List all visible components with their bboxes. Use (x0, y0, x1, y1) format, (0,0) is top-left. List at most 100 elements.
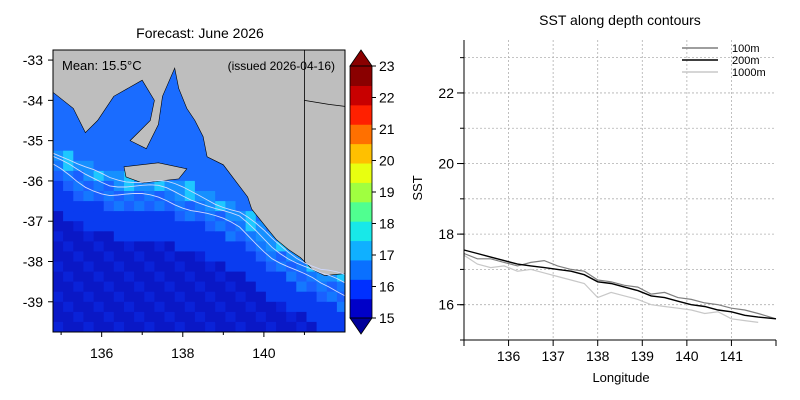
sst-cell (174, 321, 186, 332)
sst-cell (194, 150, 206, 162)
sst-cell (103, 231, 115, 242)
sst-cell (134, 201, 145, 212)
sst-cell (53, 251, 64, 263)
sst-cell (53, 150, 64, 162)
y-tick-label: 22 (438, 85, 454, 101)
sst-cell (235, 251, 247, 263)
sst-cell (174, 120, 186, 132)
sst-cell (296, 271, 307, 283)
sst-cell (205, 261, 216, 273)
sst-cell (103, 221, 115, 232)
sst-cell (296, 291, 307, 303)
sst-cell (174, 130, 186, 142)
sst-cell (53, 110, 64, 122)
sst-cell (93, 271, 105, 283)
sst-cell (235, 221, 247, 232)
sst-cell (164, 130, 176, 142)
sst-cell (93, 241, 105, 253)
sst-cell (113, 211, 125, 222)
sst-cell (225, 251, 237, 263)
sst-cell (124, 221, 135, 232)
sst-cell (53, 321, 64, 332)
sst-cell (124, 321, 135, 332)
sst-cell (164, 321, 176, 332)
sst-cell (103, 201, 115, 212)
sst-cell (93, 301, 105, 313)
sst-cell (63, 211, 74, 222)
colorbar-tick-label: 18 (379, 216, 395, 232)
sst-cell (154, 251, 166, 263)
sst-cell (124, 291, 135, 303)
sst-cell (336, 271, 345, 283)
sst-cell (194, 140, 206, 152)
sst-cell (306, 291, 318, 303)
sst-cell (194, 251, 206, 263)
sst-cell (113, 291, 125, 303)
sst-cell (124, 120, 135, 132)
sst-cell (124, 311, 135, 323)
sst-cell (164, 201, 176, 212)
sst-cell (174, 110, 186, 122)
sst-cell (73, 251, 84, 263)
sst-cell (245, 241, 257, 253)
sst-cell (103, 311, 115, 323)
sst-cell (134, 191, 145, 202)
sst-cell (164, 221, 176, 232)
sst-cell (113, 160, 125, 172)
sst-cell (276, 271, 287, 283)
sst-cell (83, 231, 95, 242)
sst-cell (144, 231, 155, 242)
sst-cell (174, 180, 186, 192)
sst-cell (53, 301, 64, 313)
sst-cell (53, 271, 64, 283)
sst-cell (144, 261, 155, 273)
mainland-land (53, 50, 345, 276)
sst-cell (73, 170, 84, 182)
sst-forecast-map (52, 49, 346, 333)
sst-cell (124, 201, 135, 212)
sst-cell (113, 120, 125, 132)
sst-cell (225, 291, 237, 303)
sst-cell (306, 321, 318, 332)
sst-cell (63, 261, 74, 273)
sst-cell (276, 251, 287, 263)
sst-cell (154, 231, 166, 242)
line-chart-series (463, 249, 777, 323)
colorbar-band (350, 85, 372, 106)
sst-cell (286, 291, 297, 303)
sst-cell (134, 80, 145, 91)
sst-cell (113, 241, 125, 253)
sst-cell (83, 301, 95, 313)
sst-cell (113, 140, 125, 152)
sst-cell (205, 211, 216, 222)
sst-cell (164, 191, 176, 202)
sst-cell (326, 291, 338, 303)
sst-cell (144, 301, 155, 313)
sst-cell (124, 271, 135, 283)
sst-cell (144, 281, 155, 293)
sst-cell (286, 311, 297, 323)
sst-cell (316, 281, 328, 293)
depth-contour (53, 152, 345, 275)
sst-cell (154, 150, 166, 162)
sst-cell (235, 241, 247, 253)
sst-cell (53, 100, 64, 112)
sst-cell (124, 100, 135, 112)
sst-cell (144, 251, 155, 263)
sst-cell (194, 301, 206, 313)
sst-cell (124, 301, 135, 313)
sst-cell (144, 211, 155, 222)
sst-cell (93, 281, 105, 293)
sst-cell (235, 191, 247, 202)
series-line-200m (463, 249, 777, 320)
sst-cell (184, 291, 196, 303)
sst-cell (124, 150, 135, 162)
x-axis-label: Longitude (592, 370, 649, 385)
x-tick-label: 137 (541, 348, 565, 364)
sst-cell (83, 291, 95, 303)
map-y-tick-label: -35 (23, 133, 43, 149)
x-tick-label: 141 (720, 348, 744, 364)
sst-cell (53, 170, 64, 182)
sst-cell (154, 140, 166, 152)
sst-cell (194, 291, 206, 303)
